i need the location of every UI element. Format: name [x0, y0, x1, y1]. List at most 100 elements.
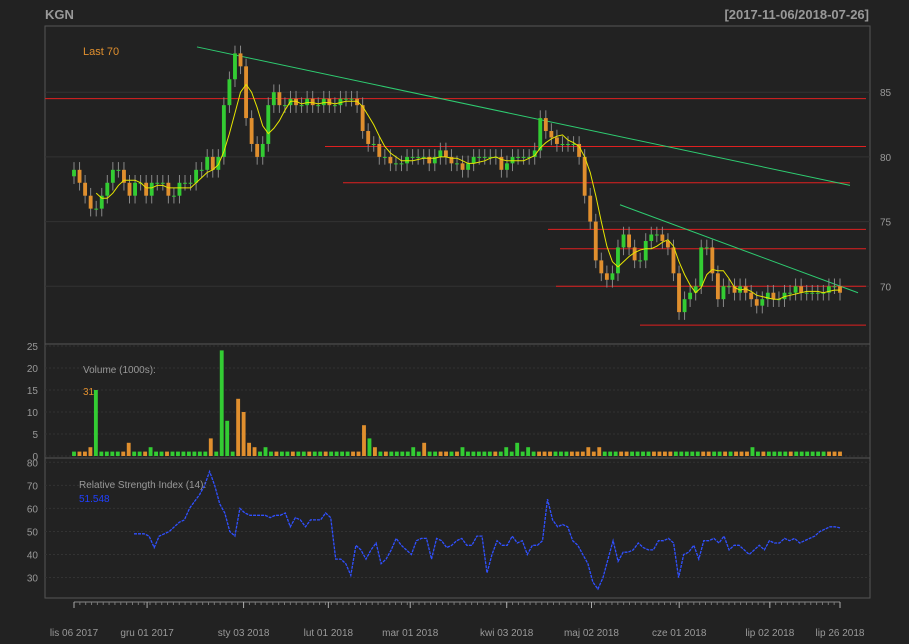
candle-body: [194, 169, 199, 183]
volume-bar: [318, 451, 323, 456]
candle-body: [183, 182, 187, 184]
candle-body: [538, 118, 543, 151]
volume-bar: [247, 442, 252, 456]
candle-body: [660, 234, 665, 241]
volume-bar: [285, 451, 290, 456]
volume-bar: [526, 447, 531, 456]
volume-bar: [307, 451, 312, 456]
volume-bar: [110, 451, 115, 456]
volume-bar: [602, 451, 607, 456]
volume-bar: [641, 451, 645, 456]
candle-body: [205, 156, 210, 170]
rsi-tick-label: 50: [27, 527, 39, 538]
candle-body: [122, 169, 126, 183]
volume-bar: [334, 451, 339, 456]
volume-bar: [345, 451, 350, 456]
volume-bar: [673, 451, 678, 456]
trend-line: [619, 204, 859, 294]
candle-body: [282, 105, 287, 107]
volume-bar: [269, 451, 273, 456]
volume-bar: [679, 451, 684, 456]
candle-body: [255, 143, 260, 157]
volume-tick-label: 0: [32, 452, 38, 463]
volume-bar: [805, 451, 810, 456]
candle-body: [371, 143, 376, 145]
candle-body: [72, 169, 76, 177]
candle-body: [360, 105, 365, 132]
candle-body: [604, 273, 609, 280]
candle-body: [399, 163, 404, 165]
candle-body: [160, 182, 165, 184]
candle-body: [410, 156, 415, 158]
volume-bar: [717, 451, 722, 456]
volume-bar: [821, 451, 826, 456]
candle-body: [416, 156, 421, 158]
price-tick-label: 80: [880, 153, 892, 164]
trend-lines: [196, 46, 859, 294]
x-axis-label: sty 03 2018: [218, 628, 270, 639]
candle-body: [477, 156, 482, 158]
candle-body: [105, 182, 110, 196]
candle-body: [821, 292, 826, 294]
ticker-label: KGN: [45, 7, 74, 22]
candle-body: [344, 98, 348, 100]
volume-bar: [515, 442, 520, 456]
volume-bar: [591, 451, 596, 456]
candle-body: [554, 137, 559, 144]
volume-bar: [93, 390, 98, 456]
candle-body: [810, 292, 815, 294]
x-axis-label: mar 01 2018: [382, 628, 439, 639]
candle-body: [155, 182, 160, 184]
volume-bar: [476, 451, 481, 456]
candle-body: [593, 221, 598, 261]
volume-bar: [422, 442, 427, 456]
volume-bar: [236, 398, 241, 456]
candle-body: [449, 156, 454, 164]
volume-bar: [657, 451, 662, 456]
volume-bar: [154, 451, 159, 456]
volume-panel: [44, 343, 871, 459]
volume-bar: [761, 451, 766, 456]
candle-body: [621, 234, 626, 248]
volume-bar: [553, 451, 558, 456]
volume-bar: [728, 451, 733, 456]
volume-bar: [165, 451, 169, 456]
candle-body: [627, 234, 632, 248]
volume-bar: [706, 451, 711, 456]
candle-body: [704, 247, 709, 249]
volume-bar: [449, 451, 454, 456]
volume-tick-label: 25: [27, 342, 39, 353]
volume-bar: [690, 451, 695, 456]
candle-body: [316, 105, 321, 107]
candle-body: [499, 156, 504, 170]
candle-body: [332, 105, 337, 107]
volume-bar: [263, 447, 268, 456]
volume-bars: [72, 350, 842, 456]
candle-body: [405, 156, 409, 164]
volume-bar: [351, 451, 355, 456]
volume-bar: [148, 447, 153, 456]
price-tick-label: 70: [880, 282, 892, 293]
candle-body: [482, 156, 487, 158]
volume-bar: [455, 451, 459, 456]
volume-tick-label: 15: [27, 386, 39, 397]
volume-bar: [509, 451, 514, 456]
volume-bar: [77, 451, 82, 456]
sma-line: [95, 83, 840, 300]
volume-bar: [192, 451, 197, 456]
candle-body: [299, 105, 304, 107]
candle-body: [643, 240, 648, 261]
x-axis-label: lut 01 2018: [304, 628, 354, 639]
candle-body: [665, 240, 670, 248]
candle-body: [527, 156, 532, 158]
volume-bar: [542, 451, 547, 456]
candle-body: [83, 182, 88, 196]
candle-body: [305, 98, 310, 106]
candle-body: [699, 247, 704, 287]
volume-bar: [389, 451, 394, 456]
candle-body: [799, 286, 804, 293]
moving-average: [95, 83, 840, 300]
candle-body: [443, 150, 448, 157]
price-legend: Last 70: [83, 46, 119, 58]
